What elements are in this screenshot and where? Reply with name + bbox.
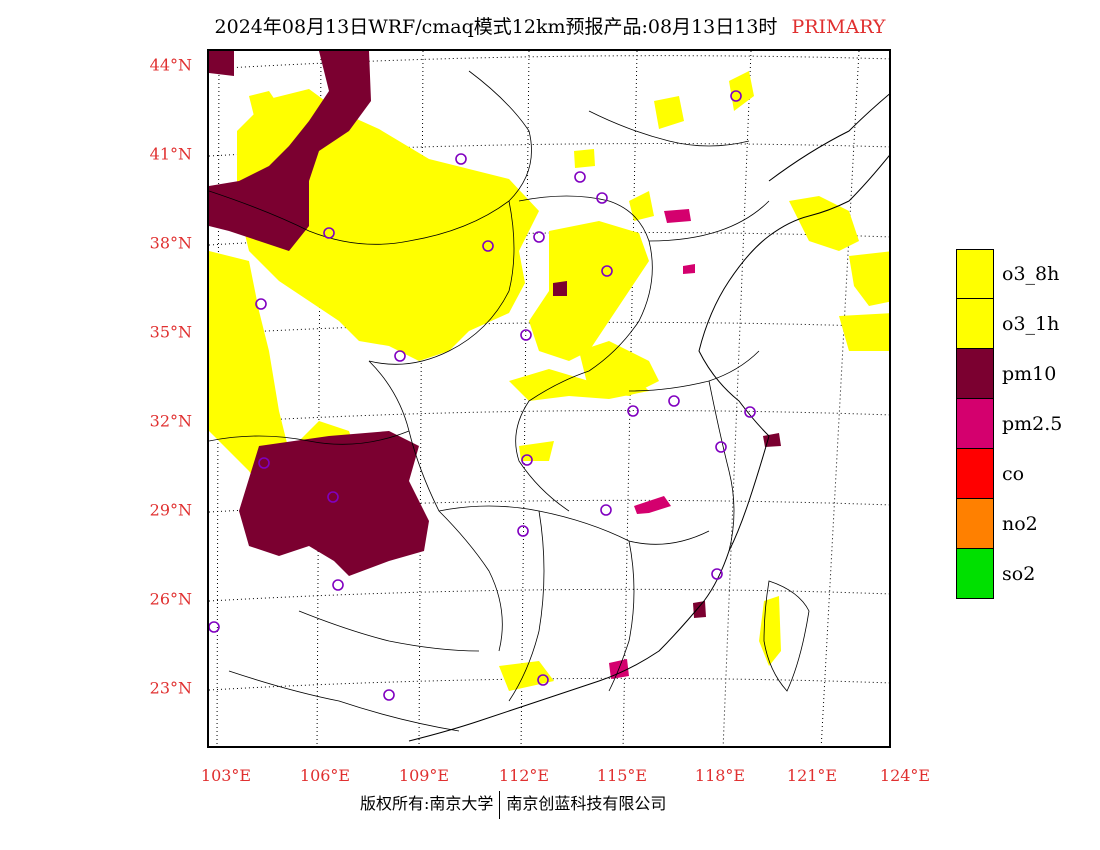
lat-label-29: 29°N	[149, 500, 192, 520]
lon-label-115: 115°E	[596, 766, 648, 785]
legend-swatch-pm10	[956, 349, 994, 399]
title-text: 2024年08月13日WRF/cmaq模式12km预报产品:08月13日13时	[214, 16, 778, 38]
legend-swatch-co	[956, 449, 994, 499]
lat-label-23: 23°N	[149, 678, 192, 698]
lat-label-41: 41°N	[149, 144, 192, 164]
lat-label-38: 38°N	[149, 233, 192, 253]
legend-label-co: co	[1002, 463, 1025, 485]
legend-item-so2: so2	[956, 549, 1062, 599]
lat-label-35: 35°N	[149, 322, 192, 342]
lon-label-106: 106°E	[299, 766, 351, 785]
lon-label-121: 121°E	[786, 766, 838, 785]
map-title: 2024年08月13日WRF/cmaq模式12km预报产品:08月13日13时 P…	[0, 12, 1100, 39]
map-area	[207, 49, 891, 748]
legend-label-no2: no2	[1002, 513, 1038, 535]
legend-swatch-no2	[956, 499, 994, 549]
legend-label-o3-1h: o3_1h	[1002, 313, 1060, 335]
legend-label-o3-8h: o3_8h	[1002, 263, 1060, 285]
legend-label-pm10: pm10	[1002, 363, 1057, 385]
legend-item-o3-8h: o3_8h	[956, 249, 1062, 299]
copyright-footer: 版权所有:南京大学 南京创蓝科技有限公司	[360, 790, 666, 819]
legend-item-co: co	[956, 449, 1062, 499]
legend-item-pm25: pm2.5	[956, 399, 1062, 449]
city-markers	[209, 90, 756, 701]
footer-right: 南京创蓝科技有限公司	[506, 794, 667, 813]
title-tag: PRIMARY	[791, 16, 886, 38]
legend-item-pm10: pm10	[956, 349, 1062, 399]
legend-swatch-so2	[956, 549, 994, 599]
pm10-regions	[209, 51, 781, 618]
coastline	[408, 93, 889, 742]
legend-item-no2: no2	[956, 499, 1062, 549]
map-canvas	[209, 51, 889, 746]
province-boundaries	[209, 70, 810, 732]
legend-swatch-o3-1h	[956, 299, 994, 349]
legend-swatch-pm25	[956, 399, 994, 449]
lon-label-103: 103°E	[200, 766, 252, 785]
legend: o3_8h o3_1h pm10 pm2.5 co no2 so2	[956, 249, 1062, 599]
lon-label-118: 118°E	[694, 766, 746, 785]
lon-label-124: 124°E	[879, 766, 931, 785]
lat-label-26: 26°N	[149, 589, 192, 609]
footer-separator	[499, 790, 501, 819]
lon-label-112: 112°E	[498, 766, 550, 785]
legend-label-pm25: pm2.5	[1002, 413, 1063, 435]
lat-label-44: 44°N	[149, 55, 192, 75]
lat-label-32: 32°N	[149, 411, 192, 431]
legend-swatch-o3-8h	[956, 249, 994, 299]
legend-label-so2: so2	[1002, 563, 1036, 585]
footer-left: 版权所有:南京大学	[360, 794, 494, 813]
lon-label-109: 109°E	[398, 766, 450, 785]
legend-item-o3-1h: o3_1h	[956, 299, 1062, 349]
